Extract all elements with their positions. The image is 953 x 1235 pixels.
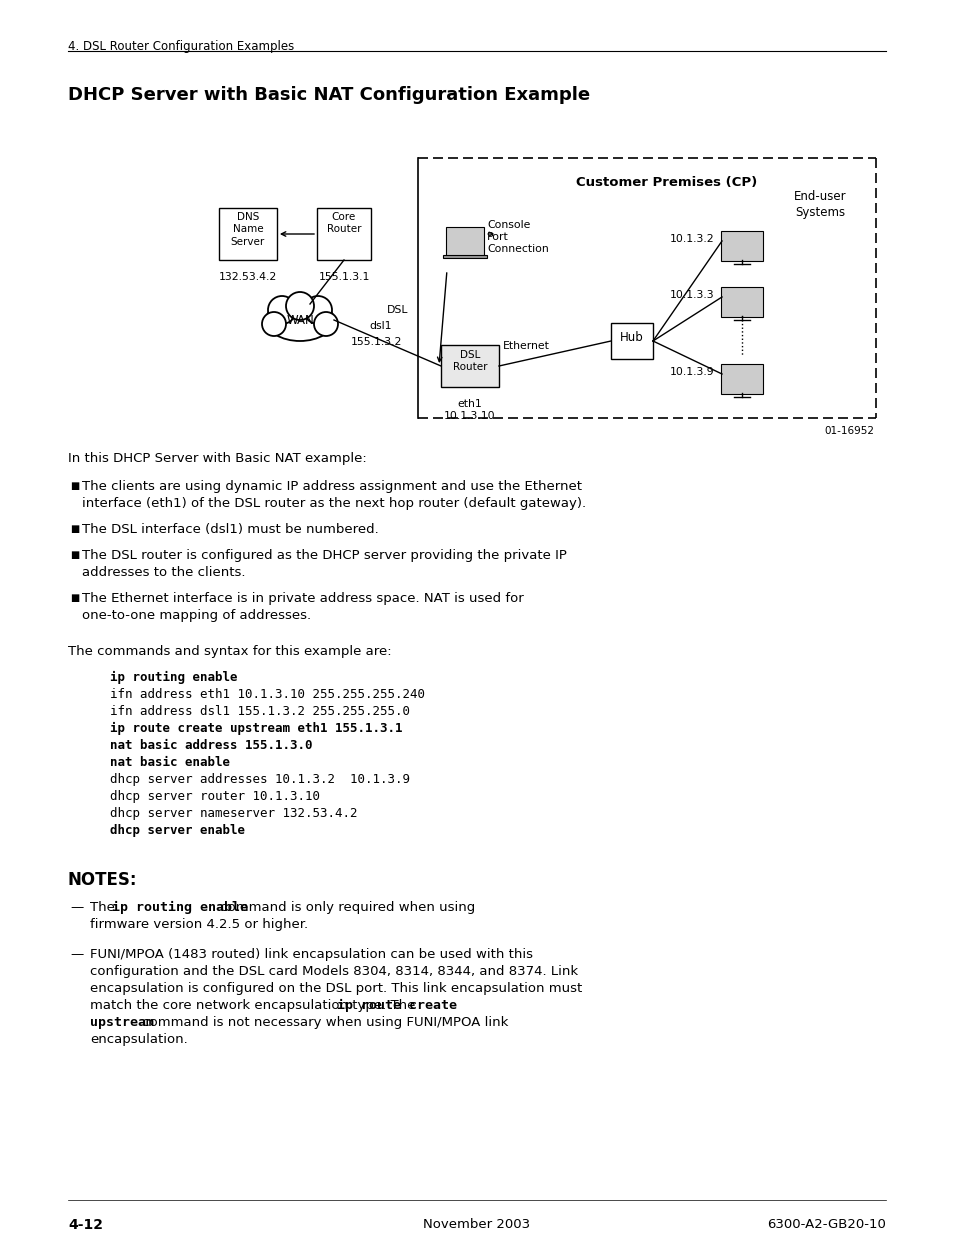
FancyBboxPatch shape: [442, 254, 486, 258]
FancyBboxPatch shape: [720, 287, 762, 317]
Text: 10.1.3.2: 10.1.3.2: [669, 233, 713, 245]
Circle shape: [286, 291, 314, 320]
Text: WAN: WAN: [286, 314, 314, 326]
Text: interface (eth1) of the DSL router as the next hop router (default gateway).: interface (eth1) of the DSL router as th…: [82, 496, 585, 510]
Text: ifn address eth1 10.1.3.10 255.255.255.240: ifn address eth1 10.1.3.10 255.255.255.2…: [110, 688, 424, 701]
Text: dhcp server nameserver 132.53.4.2: dhcp server nameserver 132.53.4.2: [110, 806, 357, 820]
Text: Hub: Hub: [619, 331, 643, 345]
Text: dsl1: dsl1: [369, 321, 392, 331]
Text: ■: ■: [70, 550, 79, 559]
Text: dhcp server addresses 10.1.3.2  10.1.3.9: dhcp server addresses 10.1.3.2 10.1.3.9: [110, 773, 410, 785]
Text: The Ethernet interface is in private address space. NAT is used for: The Ethernet interface is in private add…: [82, 592, 523, 605]
Text: nat basic address 155.1.3.0: nat basic address 155.1.3.0: [110, 739, 313, 752]
Text: The: The: [90, 902, 119, 914]
Text: 10.1.3.3: 10.1.3.3: [669, 290, 713, 300]
Text: nat basic enable: nat basic enable: [110, 756, 230, 769]
Text: match the core network encapsulation type. The: match the core network encapsulation typ…: [90, 999, 419, 1011]
Circle shape: [304, 296, 332, 324]
Text: The clients are using dynamic IP address assignment and use the Ethernet: The clients are using dynamic IP address…: [82, 480, 581, 493]
Text: 10.1.3.10: 10.1.3.10: [444, 411, 496, 421]
Ellipse shape: [267, 300, 333, 340]
Text: Console: Console: [486, 220, 530, 230]
Text: 10.1.3.9: 10.1.3.9: [669, 367, 713, 377]
Text: ■: ■: [70, 593, 79, 603]
Text: The DSL interface (dsl1) must be numbered.: The DSL interface (dsl1) must be numbere…: [82, 522, 378, 536]
Text: Core
Router: Core Router: [327, 212, 361, 235]
Circle shape: [314, 312, 337, 336]
FancyBboxPatch shape: [219, 207, 276, 261]
Text: eth1: eth1: [457, 399, 482, 409]
Text: FUNI/MPOA (1483 routed) link encapsulation can be used with this: FUNI/MPOA (1483 routed) link encapsulati…: [90, 948, 533, 961]
Text: Ethernet: Ethernet: [502, 341, 549, 351]
Text: dhcp server router 10.1.3.10: dhcp server router 10.1.3.10: [110, 790, 319, 803]
Text: addresses to the clients.: addresses to the clients.: [82, 566, 245, 579]
Text: encapsulation.: encapsulation.: [90, 1032, 188, 1046]
Text: —: —: [70, 902, 83, 914]
Text: 01-16952: 01-16952: [823, 426, 873, 436]
Text: DSL: DSL: [386, 305, 408, 315]
FancyBboxPatch shape: [446, 227, 483, 257]
Ellipse shape: [266, 299, 334, 341]
FancyBboxPatch shape: [316, 207, 371, 261]
Text: —: —: [70, 948, 83, 961]
Text: ip routing enable: ip routing enable: [112, 902, 248, 914]
Circle shape: [262, 312, 286, 336]
Text: November 2003: November 2003: [423, 1218, 530, 1231]
Text: DNS
Name
Server: DNS Name Server: [231, 212, 265, 247]
Text: 132.53.4.2: 132.53.4.2: [218, 272, 276, 282]
Text: command is only required when using: command is only required when using: [215, 902, 475, 914]
Text: ■: ■: [70, 480, 79, 492]
Text: firmware version 4.2.5 or higher.: firmware version 4.2.5 or higher.: [90, 918, 308, 931]
Text: ■: ■: [70, 524, 79, 534]
Text: DHCP Server with Basic NAT Configuration Example: DHCP Server with Basic NAT Configuration…: [68, 86, 590, 104]
Text: End-user
Systems: End-user Systems: [793, 190, 845, 219]
Text: upstream: upstream: [90, 1016, 153, 1029]
Text: Connection: Connection: [486, 245, 548, 254]
Text: Port: Port: [486, 232, 508, 242]
Circle shape: [268, 296, 295, 324]
Text: In this DHCP Server with Basic NAT example:: In this DHCP Server with Basic NAT examp…: [68, 452, 366, 466]
Text: NOTES:: NOTES:: [68, 871, 137, 889]
FancyBboxPatch shape: [610, 324, 652, 359]
Text: configuration and the DSL card Models 8304, 8314, 8344, and 8374. Link: configuration and the DSL card Models 83…: [90, 965, 578, 978]
Text: 6300-A2-GB20-10: 6300-A2-GB20-10: [766, 1218, 885, 1231]
Text: DSL
Router: DSL Router: [453, 350, 487, 373]
Text: The DSL router is configured as the DHCP server providing the private IP: The DSL router is configured as the DHCP…: [82, 550, 566, 562]
Text: dhcp server enable: dhcp server enable: [110, 824, 245, 837]
FancyBboxPatch shape: [720, 231, 762, 261]
Text: Customer Premises (CP): Customer Premises (CP): [576, 177, 757, 189]
FancyBboxPatch shape: [440, 345, 498, 387]
Text: encapsulation is configured on the DSL port. This link encapsulation must: encapsulation is configured on the DSL p…: [90, 982, 581, 995]
Text: 4-12: 4-12: [68, 1218, 103, 1233]
Text: command is not necessary when using FUNI/MPOA link: command is not necessary when using FUNI…: [138, 1016, 508, 1029]
Text: 4. DSL Router Configuration Examples: 4. DSL Router Configuration Examples: [68, 40, 294, 53]
Text: ip route create upstream eth1 155.1.3.1: ip route create upstream eth1 155.1.3.1: [110, 722, 402, 735]
Text: The commands and syntax for this example are:: The commands and syntax for this example…: [68, 645, 392, 658]
Text: one-to-one mapping of addresses.: one-to-one mapping of addresses.: [82, 609, 311, 622]
Text: ip route create: ip route create: [336, 999, 456, 1011]
Text: 155.1.3.2: 155.1.3.2: [351, 337, 401, 347]
Text: ip routing enable: ip routing enable: [110, 671, 237, 684]
Text: ifn address dsl1 155.1.3.2 255.255.255.0: ifn address dsl1 155.1.3.2 255.255.255.0: [110, 705, 410, 718]
FancyBboxPatch shape: [720, 364, 762, 394]
Text: 155.1.3.1: 155.1.3.1: [318, 272, 370, 282]
